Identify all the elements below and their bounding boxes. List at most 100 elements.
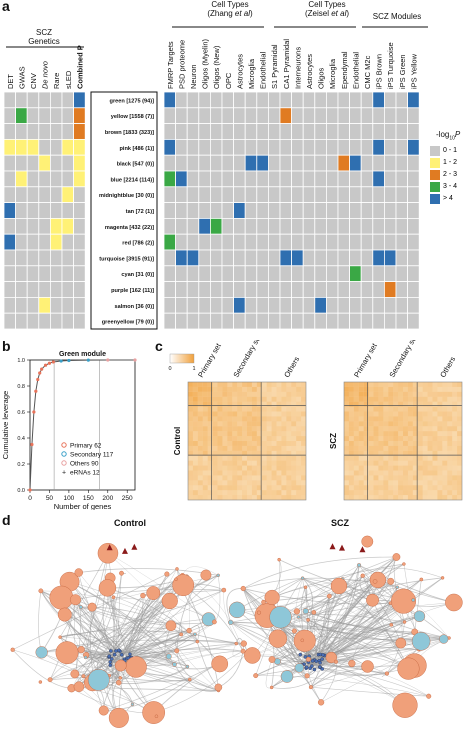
scz-heatmap-cell xyxy=(388,465,394,471)
right-heatmap-cell xyxy=(233,296,246,314)
control-heatmap-cell xyxy=(291,480,297,486)
control-heatmap-cell xyxy=(266,426,272,432)
control-network-node xyxy=(49,585,74,610)
control-heatmap-cell xyxy=(232,470,238,476)
right-heatmap-cell xyxy=(314,281,327,298)
right-heatmap-cell xyxy=(337,249,351,267)
control-heatmap-cell xyxy=(237,441,243,446)
control-heatmap-cell xyxy=(256,445,262,451)
scz-heatmap-cell xyxy=(457,391,462,397)
scz-heatmap-cell xyxy=(393,426,399,432)
scz-heatmap-cell xyxy=(353,480,359,486)
control-heatmap-cell xyxy=(192,416,198,422)
scz-network-edge xyxy=(302,577,450,639)
right-heatmap-cell xyxy=(221,154,235,172)
right-heatmap-cell xyxy=(198,154,211,172)
control-heatmap-cell xyxy=(212,386,218,392)
right-heatmap-cell xyxy=(372,123,385,140)
right-heatmap-cell xyxy=(360,233,374,251)
control-heatmap-cell xyxy=(296,450,302,456)
scz-heatmap-cell xyxy=(457,382,462,387)
right-heatmap-cell xyxy=(372,170,385,188)
control-heatmap-cell xyxy=(296,465,302,471)
control-network-edge xyxy=(175,634,188,667)
control-heatmap-cell xyxy=(202,441,208,446)
scz-heatmap-cell xyxy=(353,436,359,441)
control-heatmap-cell xyxy=(256,475,262,481)
scz-heatmap-cell xyxy=(432,386,438,392)
control-network-node xyxy=(164,571,170,577)
scz-heatmap-cell xyxy=(388,391,394,397)
right-heatmap-cell xyxy=(302,281,316,298)
scz-heatmap-cell xyxy=(388,480,394,486)
control-heatmap-cell xyxy=(276,455,282,461)
control-heatmap-cell xyxy=(227,386,233,392)
scz-heatmap-cell xyxy=(388,401,394,407)
control-heatmap-cell xyxy=(237,465,243,471)
scz-heatmap-cell xyxy=(348,386,354,392)
control-heatmap-cell xyxy=(232,490,238,496)
scz-heatmap-cell xyxy=(388,475,394,481)
left-heatmap-cell xyxy=(61,281,75,298)
scz-network-hub-node xyxy=(310,659,315,663)
x-tick-label: 50 xyxy=(46,495,54,502)
scz-heatmap-cell xyxy=(437,421,443,427)
control-heatmap-cell xyxy=(222,470,228,476)
legend-marker xyxy=(61,451,67,457)
right-heatmap-cell xyxy=(221,123,235,140)
control-heatmap-cell xyxy=(286,421,292,427)
scz-heatmap-cell xyxy=(353,411,359,417)
scz-heatmap-cell xyxy=(403,401,408,407)
control-network-node xyxy=(69,594,81,606)
right-heatmap-cell xyxy=(395,202,409,219)
right-heatmap-cell xyxy=(233,170,246,188)
scz-heatmap-cell xyxy=(353,401,359,407)
right-heatmap-cell xyxy=(279,91,293,109)
right-heatmap-cell xyxy=(383,233,397,251)
scz-heatmap-cell xyxy=(348,480,354,486)
scz-heatmap-cell xyxy=(363,465,369,471)
control-heatmap-cell xyxy=(266,431,272,437)
control-heatmap-cell xyxy=(192,465,198,471)
scz-heatmap-cell xyxy=(437,411,443,417)
scz-heatmap-cell xyxy=(353,431,359,437)
control-network-node xyxy=(70,669,80,679)
control-heatmap-cell xyxy=(212,450,218,456)
scz-network-edge xyxy=(317,595,330,659)
scz-heatmap-cell xyxy=(412,431,418,437)
right-heatmap-cell xyxy=(407,233,420,251)
right-heatmap-cell xyxy=(233,281,246,298)
scz-heatmap-cell xyxy=(407,396,413,402)
left-heatmap-cell xyxy=(3,107,17,125)
scz-heatmap-cell xyxy=(427,475,433,481)
right-heatmap-cell xyxy=(383,138,397,156)
control-network-node xyxy=(195,639,200,644)
control-heatmap-cell xyxy=(207,401,213,407)
control-heatmap-cell xyxy=(207,460,213,466)
control-heatmap-cell xyxy=(261,426,267,432)
control-heatmap-cell xyxy=(291,396,297,402)
scz-heatmap-cell xyxy=(412,382,418,387)
control-heatmap-cell xyxy=(232,396,238,402)
legend-label: 0 - 1 xyxy=(443,147,458,155)
control-heatmap-cell xyxy=(237,475,243,481)
scz-heatmap-cell xyxy=(383,470,389,476)
scz-network-hub-node xyxy=(304,665,309,670)
scz-heatmap-cell xyxy=(353,495,359,500)
control-network-hub-node xyxy=(108,663,113,667)
right-heatmap-cell xyxy=(337,123,351,140)
scz-network-edge xyxy=(236,577,303,611)
scz-heatmap-cell xyxy=(417,441,423,446)
right-heatmap-cell xyxy=(233,265,246,282)
control-network-edge xyxy=(232,643,248,658)
right-heatmap-cell xyxy=(314,123,327,140)
control-heatmap-cell xyxy=(271,421,277,427)
control-heatmap-column-label: Primary set xyxy=(196,341,223,379)
scz-heatmap-cell xyxy=(457,421,462,427)
scz-network-node xyxy=(300,638,304,643)
control-heatmap-cell xyxy=(261,441,267,446)
control-heatmap-cell xyxy=(261,465,267,471)
control-heatmap-cell xyxy=(222,386,228,392)
left-column-label: Combined P xyxy=(75,45,84,89)
